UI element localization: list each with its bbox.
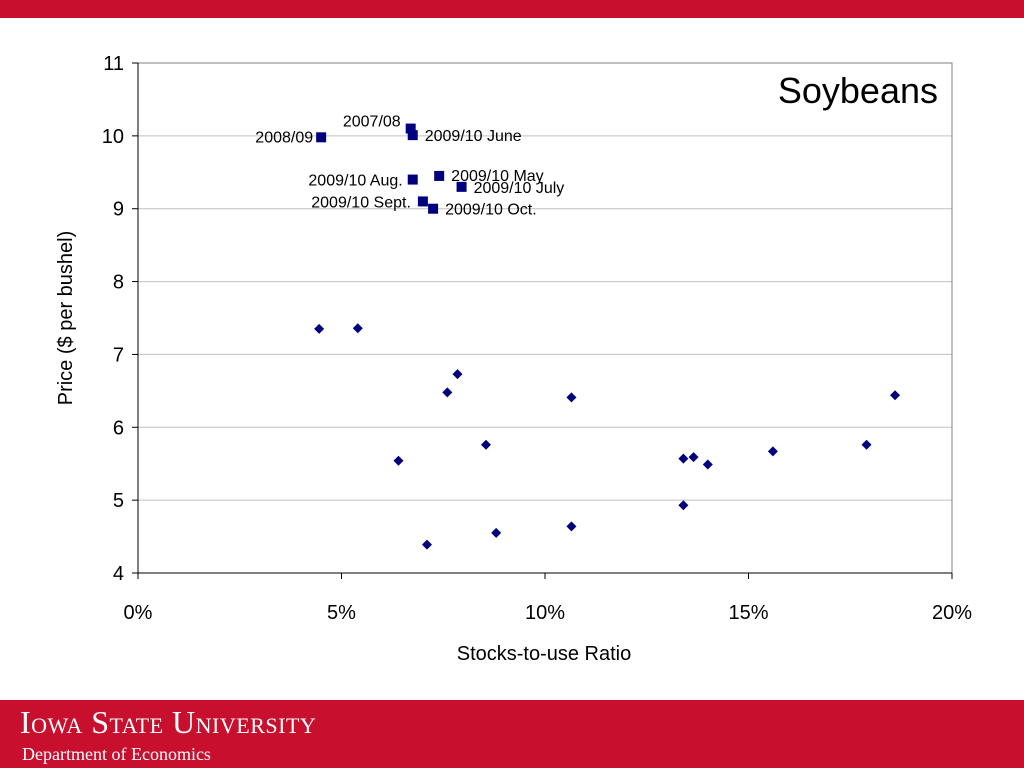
scatter-point-diamond xyxy=(314,323,325,334)
x-tick-label: 0% xyxy=(124,602,153,624)
axes xyxy=(132,62,953,579)
scatter-point-diamond xyxy=(442,387,453,398)
point-label: 2009/10 May xyxy=(451,168,544,185)
scatter-chart: 4 5 6 7 8 9 10 11 0% 5% 10% 15% 20% 2008/09 2007/08 20… xyxy=(55,53,972,665)
scatter-point-diamond xyxy=(767,446,778,457)
footer-banner: Iowa State University Department of Econ… xyxy=(0,700,1024,768)
x-tick-label: 20% xyxy=(932,602,972,624)
x-tick-label: 5% xyxy=(327,602,356,624)
scatter-point-diamond xyxy=(480,439,491,450)
scatter-point-diamond xyxy=(452,369,463,380)
scatter-point-diamond xyxy=(566,521,577,532)
point-label: 2008/09 xyxy=(255,129,313,146)
y-tick-label: 9 xyxy=(113,199,124,221)
scatter-point-diamond xyxy=(393,455,404,466)
scatter-point-square xyxy=(434,170,445,181)
point-label: 2009/10 June xyxy=(425,128,522,145)
scatter-point-diamond xyxy=(566,392,577,403)
x-tick-label: 15% xyxy=(728,602,768,624)
y-tick-label: 11 xyxy=(103,53,124,75)
scatter-point-diamond xyxy=(702,459,713,470)
university-logo: Iowa State University xyxy=(20,704,317,740)
scatter-point-diamond xyxy=(678,500,689,511)
x-axis-label: Stocks-to-use Ratio xyxy=(457,643,632,665)
y-tick-label: 5 xyxy=(113,490,124,512)
grid-lines xyxy=(138,135,952,501)
scatter-point-diamond xyxy=(421,539,432,550)
scatter-point-square xyxy=(456,181,467,192)
point-label: 2009/10 Oct. xyxy=(445,202,537,219)
y-tick-label: 4 xyxy=(113,563,124,585)
y-tick-label: 10 xyxy=(102,126,124,148)
scatter-point-square xyxy=(316,132,327,143)
data-points xyxy=(314,123,901,550)
point-label: 2009/10 Aug. xyxy=(308,173,402,190)
scatter-point-square xyxy=(428,203,439,214)
scatter-point-square xyxy=(407,130,418,141)
scatter-point-diamond xyxy=(890,390,901,401)
top-banner xyxy=(0,0,1024,18)
scatter-point-diamond xyxy=(678,453,689,464)
scatter-point-diamond xyxy=(352,323,363,334)
y-axis-label: Price ($ per bushel) xyxy=(55,231,77,406)
department-name: Department of Economics xyxy=(22,744,211,764)
y-tick-label: 7 xyxy=(113,344,124,366)
tick-labels: 4 5 6 7 8 9 10 11 0% 5% 10% 15% 20% xyxy=(102,53,972,624)
scatter-point-diamond xyxy=(861,439,872,450)
scatter-point-square xyxy=(407,174,418,185)
x-tick-label: 10% xyxy=(525,602,565,624)
chart-title: Soybeans xyxy=(778,70,938,111)
y-tick-label: 8 xyxy=(113,272,124,294)
y-tick-label: 6 xyxy=(113,417,124,439)
scatter-point-diamond xyxy=(491,527,502,538)
point-label: 2009/10 July xyxy=(474,180,565,197)
scatter-point-square xyxy=(417,196,428,207)
scatter-point-square xyxy=(405,123,416,134)
point-label: 2007/08 xyxy=(343,114,401,131)
scatter-point-diamond xyxy=(688,452,699,463)
point-label: 2009/10 Sept. xyxy=(311,194,411,211)
